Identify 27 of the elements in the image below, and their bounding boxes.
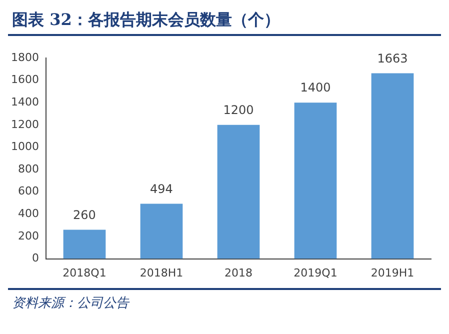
y-tick-label: 1000 [10,140,39,154]
y-tick-label: 1200 [10,118,39,131]
y-tick-label: 400 [18,207,39,220]
x-tick-label: 2018 [224,266,252,280]
y-tick-label: 1600 [10,73,39,86]
x-tick-label: 2019H1 [370,266,414,280]
chart-title: 图表 32：各报告期末会员数量（个） [11,9,281,31]
x-tick-label: 2018H1 [140,266,184,280]
bar [217,124,260,259]
y-tick-label: 0 [32,252,39,265]
y-tick-label: 600 [18,184,39,198]
text: 资料来源：公司公告 [11,295,131,313]
data-label: 1400 [300,80,331,95]
data-label: 494 [150,182,173,196]
x-tick-label: 2018Q1 [62,266,106,280]
y-tick-label: 200 [18,229,39,242]
y-tick-label: 800 [18,162,39,176]
data-label: 1663 [377,51,408,66]
x-tick-label: 2019Q1 [294,266,338,280]
data-label: 1200 [223,103,254,118]
bar [140,204,183,259]
y-tick-label: 1400 [10,95,39,108]
bar [294,102,337,259]
data-label: 260 [73,208,96,222]
y-tick-label: 1800 [10,50,39,64]
bar [63,230,106,259]
bar [371,73,414,259]
